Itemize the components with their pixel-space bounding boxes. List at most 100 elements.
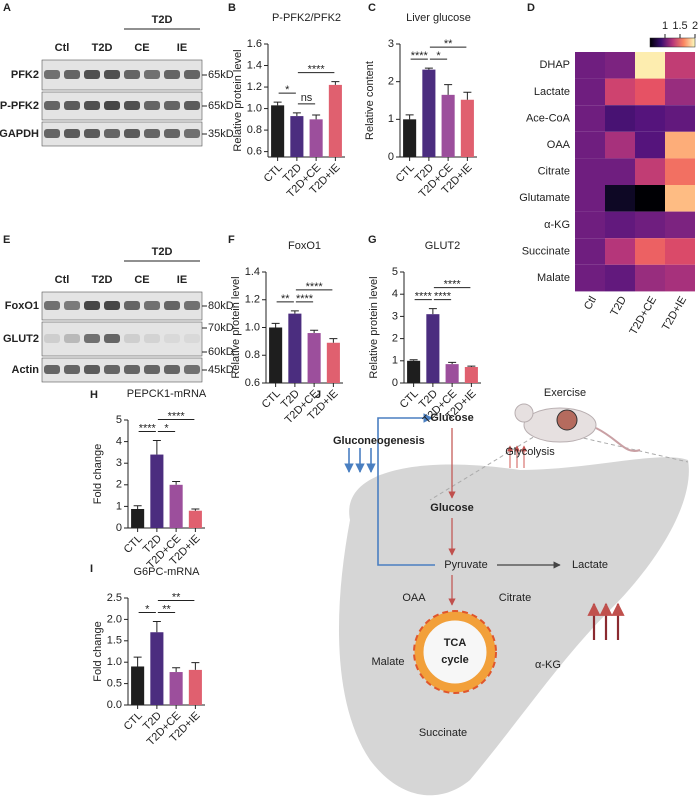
blot-band	[124, 365, 140, 374]
x-tick-label: T2D+IE	[660, 294, 689, 333]
zoom-line	[569, 434, 689, 463]
lane-label: CE	[134, 274, 149, 286]
blot-band	[164, 70, 180, 79]
heatmap-cell	[605, 105, 635, 132]
blot-row-label: Actin	[12, 364, 40, 376]
row-label: Ace-CoA	[526, 112, 571, 124]
y-tick-label: 1.0	[247, 102, 262, 114]
error-bar	[152, 621, 161, 633]
blot-band	[164, 101, 180, 110]
blot-band	[184, 334, 200, 343]
x-tick-label: CTL	[122, 710, 145, 733]
significance-label: ns	[301, 92, 313, 104]
heatmap-cell	[635, 238, 665, 265]
mouse-liver	[556, 409, 578, 431]
heatmap-cell	[665, 211, 695, 239]
error-bar	[172, 481, 181, 485]
bar	[290, 116, 304, 157]
significance-label: ****	[434, 291, 452, 303]
blot-band	[84, 70, 100, 79]
tca-ring	[414, 611, 496, 693]
panel-label: A	[3, 2, 11, 14]
blot-band	[44, 334, 60, 343]
x-tick-label: CTL	[398, 388, 421, 411]
bar	[307, 333, 321, 383]
y-tick-label: 5	[116, 414, 122, 426]
heatmap-cell	[635, 158, 665, 185]
blot-band	[84, 365, 100, 374]
significance-label: **	[444, 38, 453, 50]
bar	[445, 364, 459, 383]
y-axis-label: Fold change	[92, 621, 104, 682]
heatmap-cell	[575, 185, 605, 212]
bar	[271, 105, 285, 157]
error-bar	[290, 310, 299, 314]
blot-band	[44, 101, 60, 110]
row-label: Glutamate	[519, 192, 570, 204]
significance-label: *	[145, 603, 150, 615]
colorbar-tick-label: 2	[692, 20, 698, 32]
significance-label: **	[162, 603, 171, 615]
heatmap-cell	[665, 52, 695, 79]
y-tick-label: 0.6	[247, 146, 262, 158]
blot-band	[184, 365, 200, 374]
error-bar	[405, 114, 414, 120]
y-axis-label: Relative protein level	[368, 276, 380, 378]
significance-label: ****	[296, 293, 314, 305]
diagram-label: Glycolysis	[505, 446, 555, 458]
bar	[460, 99, 474, 157]
blot-band	[184, 129, 200, 138]
significance-label: *	[285, 84, 290, 96]
x-tick-label: Ctl	[582, 294, 599, 312]
diagram-label: Citrate	[499, 592, 531, 604]
blot-band	[144, 365, 160, 374]
blot-band	[144, 301, 160, 310]
significance-label: ****	[306, 281, 324, 293]
colorbar	[649, 37, 696, 48]
blot-band	[164, 129, 180, 138]
heatmap-cell	[575, 238, 605, 265]
bar	[328, 84, 342, 157]
diagram-label: Gluconeogenesis	[333, 435, 425, 447]
x-tick-label: CTL	[394, 162, 417, 185]
heatmap-cell	[575, 105, 605, 132]
y-tick-label: 1.4	[247, 59, 262, 71]
y-tick-label: 0	[392, 377, 398, 389]
lane-label: T2D	[92, 42, 113, 54]
y-tick-label: 3	[392, 310, 398, 322]
error-bar	[191, 662, 200, 670]
tca-flames	[413, 610, 497, 694]
y-tick-label: 1.2	[247, 81, 262, 93]
y-axis-label: Relative protein level	[230, 276, 242, 378]
heatmap-cell	[575, 78, 605, 106]
error-bar	[133, 656, 142, 667]
heatmap-cell	[635, 264, 665, 292]
liver	[338, 457, 689, 796]
blot-band	[44, 129, 60, 138]
heatmap-cell	[665, 105, 695, 132]
heatmap-cell	[605, 211, 635, 239]
y-tick-label: 1	[388, 113, 394, 125]
mouse-head	[514, 403, 534, 423]
y-tick-label: 0.8	[247, 124, 262, 136]
heatmap-cell	[665, 158, 695, 185]
y-tick-label: 2	[116, 479, 122, 491]
y-tick-label: 1.0	[245, 321, 260, 333]
blot-row-label: PFK2	[11, 69, 39, 81]
panel-label: D	[527, 2, 535, 14]
y-tick-label: 4	[116, 436, 122, 448]
y-axis-label: Relative content	[364, 61, 376, 140]
chart-title: Liver glucose	[406, 12, 471, 24]
blot-group-label: T2D	[152, 246, 173, 258]
blot-band	[124, 301, 140, 310]
blot-band	[104, 129, 120, 138]
blot-band	[64, 101, 80, 110]
y-tick-label: 0.0	[107, 699, 122, 711]
significance-label: **	[172, 591, 181, 603]
diagram-label: α-KG	[535, 659, 561, 671]
heatmap-cell	[665, 78, 695, 106]
blot-band	[184, 70, 200, 79]
error-bar	[331, 81, 340, 85]
heatmap-cell	[635, 185, 665, 212]
error-bar	[271, 322, 280, 328]
